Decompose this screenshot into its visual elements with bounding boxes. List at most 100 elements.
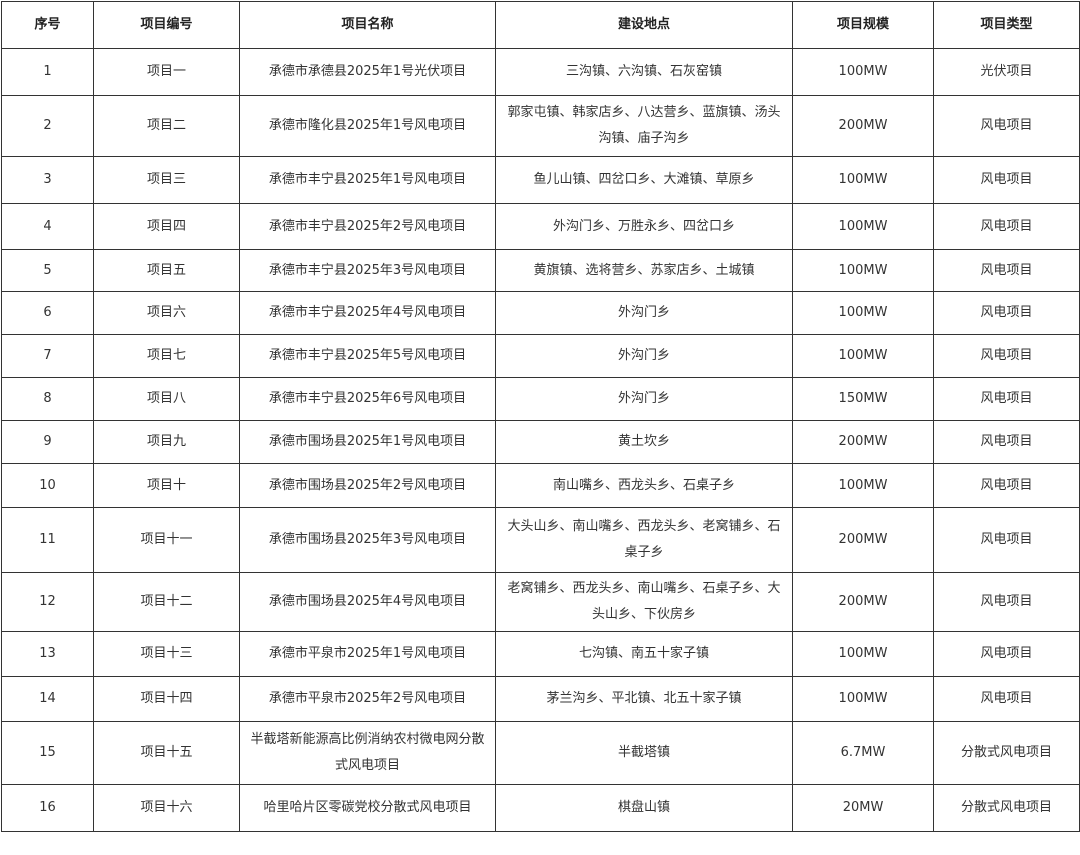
cell-scale: 100MW: [792, 631, 934, 677]
cell-location: 外沟门乡: [495, 377, 793, 421]
cell-project-code: 项目十五: [93, 721, 240, 785]
cell-index: 5: [1, 249, 94, 292]
cell-project-code: 项目十三: [93, 631, 240, 677]
cell-project-code: 项目六: [93, 291, 240, 335]
cell-project-code: 项目十六: [93, 784, 240, 832]
table-header-row: 序号 项目编号 项目名称 建设地点 项目规模 项目类型: [1, 1, 1080, 49]
cell-index: 8: [1, 377, 94, 421]
cell-location: 七沟镇、南五十家子镇: [495, 631, 793, 677]
cell-index: 1: [1, 48, 94, 96]
cell-project-name: 承德市围场县2025年4号风电项目: [239, 572, 496, 632]
header-index: 序号: [1, 1, 94, 49]
cell-type: 风电项目: [933, 156, 1080, 204]
cell-location: 外沟门乡: [495, 334, 793, 378]
cell-type: 风电项目: [933, 676, 1080, 722]
cell-scale: 6.7MW: [792, 721, 934, 785]
cell-scale: 100MW: [792, 203, 934, 250]
cell-project-name: 承德市隆化县2025年1号风电项目: [239, 95, 496, 157]
table-row: 12 项目十二 承德市围场县2025年4号风电项目 老窝铺乡、西龙头乡、南山嘴乡、石桌…: [1, 572, 1080, 632]
cell-project-code: 项目二: [93, 95, 240, 157]
cell-location: 南山嘴乡、西龙头乡、石桌子乡: [495, 463, 793, 508]
cell-scale: 20MW: [792, 784, 934, 832]
cell-location: 外沟门乡: [495, 291, 793, 335]
cell-scale: 100MW: [792, 291, 934, 335]
cell-location: 半截塔镇: [495, 721, 793, 785]
cell-project-name: 承德市承德县2025年1号光伏项目: [239, 48, 496, 96]
cell-type: 分散式风电项目: [933, 784, 1080, 832]
cell-project-name: 承德市围场县2025年3号风电项目: [239, 507, 496, 573]
cell-scale: 200MW: [792, 572, 934, 632]
cell-index: 7: [1, 334, 94, 378]
table-row: 5 项目五 承德市丰宁县2025年3号风电项目 黄旗镇、选将营乡、苏家店乡、土城镇 10…: [1, 249, 1080, 292]
cell-type: 光伏项目: [933, 48, 1080, 96]
cell-project-name: 承德市丰宁县2025年4号风电项目: [239, 291, 496, 335]
cell-project-name: 承德市平泉市2025年1号风电项目: [239, 631, 496, 677]
table-row: 14 项目十四 承德市平泉市2025年2号风电项目 茅兰沟乡、平北镇、北五十家子镇 10…: [1, 676, 1080, 722]
cell-type: 风电项目: [933, 463, 1080, 508]
cell-location: 三沟镇、六沟镇、石灰窑镇: [495, 48, 793, 96]
cell-project-code: 项目八: [93, 377, 240, 421]
table-row: 3 项目三 承德市丰宁县2025年1号风电项目 鱼儿山镇、四岔口乡、大滩镇、草原乡 10…: [1, 156, 1080, 204]
cell-index: 15: [1, 721, 94, 785]
cell-type: 风电项目: [933, 507, 1080, 573]
table-row: 13 项目十三 承德市平泉市2025年1号风电项目 七沟镇、南五十家子镇 100MW 风电…: [1, 631, 1080, 677]
cell-type: 风电项目: [933, 95, 1080, 157]
cell-project-name: 承德市丰宁县2025年3号风电项目: [239, 249, 496, 292]
cell-project-code: 项目九: [93, 420, 240, 464]
table-row: 2 项目二 承德市隆化县2025年1号风电项目 郭家屯镇、韩家店乡、八达营乡、蓝旗镇、…: [1, 95, 1080, 157]
table-row: 8 项目八 承德市丰宁县2025年6号风电项目 外沟门乡 150MW 风电项目: [1, 377, 1080, 421]
cell-project-code: 项目十二: [93, 572, 240, 632]
cell-index: 16: [1, 784, 94, 832]
cell-scale: 100MW: [792, 334, 934, 378]
cell-index: 12: [1, 572, 94, 632]
cell-type: 风电项目: [933, 377, 1080, 421]
cell-project-code: 项目五: [93, 249, 240, 292]
cell-scale: 200MW: [792, 420, 934, 464]
table-row: 1 项目一 承德市承德县2025年1号光伏项目 三沟镇、六沟镇、石灰窑镇 100MW 光伏…: [1, 48, 1080, 96]
cell-scale: 100MW: [792, 48, 934, 96]
header-location: 建设地点: [495, 1, 793, 49]
cell-location: 郭家屯镇、韩家店乡、八达营乡、蓝旗镇、汤头沟镇、庙子沟乡: [495, 95, 793, 157]
header-project-name: 项目名称: [239, 1, 496, 49]
header-scale: 项目规模: [792, 1, 934, 49]
table-row: 15 项目十五 半截塔新能源高比例消纳农村微电网分散式风电项目 半截塔镇 6.7MW 分散…: [1, 721, 1080, 785]
cell-project-code: 项目十一: [93, 507, 240, 573]
cell-scale: 200MW: [792, 507, 934, 573]
cell-location: 黄旗镇、选将营乡、苏家店乡、土城镇: [495, 249, 793, 292]
cell-index: 13: [1, 631, 94, 677]
cell-project-name: 半截塔新能源高比例消纳农村微电网分散式风电项目: [239, 721, 496, 785]
cell-scale: 200MW: [792, 95, 934, 157]
cell-type: 风电项目: [933, 249, 1080, 292]
cell-project-code: 项目七: [93, 334, 240, 378]
cell-index: 9: [1, 420, 94, 464]
cell-scale: 100MW: [792, 463, 934, 508]
cell-project-name: 承德市丰宁县2025年2号风电项目: [239, 203, 496, 250]
cell-project-code: 项目十: [93, 463, 240, 508]
cell-scale: 100MW: [792, 676, 934, 722]
table-row: 16 项目十六 哈里哈片区零碳党校分散式风电项目 棋盘山镇 20MW 分散式风电项目: [1, 784, 1080, 832]
cell-project-name: 哈里哈片区零碳党校分散式风电项目: [239, 784, 496, 832]
cell-type: 风电项目: [933, 334, 1080, 378]
header-type: 项目类型: [933, 1, 1080, 49]
cell-location: 鱼儿山镇、四岔口乡、大滩镇、草原乡: [495, 156, 793, 204]
cell-location: 老窝铺乡、西龙头乡、南山嘴乡、石桌子乡、大头山乡、下伙房乡: [495, 572, 793, 632]
cell-index: 2: [1, 95, 94, 157]
cell-scale: 100MW: [792, 156, 934, 204]
cell-location: 外沟门乡、万胜永乡、四岔口乡: [495, 203, 793, 250]
cell-project-name: 承德市平泉市2025年2号风电项目: [239, 676, 496, 722]
table-row: 6 项目六 承德市丰宁县2025年4号风电项目 外沟门乡 100MW 风电项目: [1, 291, 1080, 335]
cell-project-code: 项目十四: [93, 676, 240, 722]
table-row: 4 项目四 承德市丰宁县2025年2号风电项目 外沟门乡、万胜永乡、四岔口乡 100MW…: [1, 203, 1080, 250]
cell-scale: 150MW: [792, 377, 934, 421]
cell-type: 分散式风电项目: [933, 721, 1080, 785]
cell-index: 4: [1, 203, 94, 250]
cell-project-name: 承德市丰宁县2025年5号风电项目: [239, 334, 496, 378]
cell-index: 3: [1, 156, 94, 204]
cell-location: 大头山乡、南山嘴乡、西龙头乡、老窝铺乡、石桌子乡: [495, 507, 793, 573]
project-table: 序号 项目编号 项目名称 建设地点 项目规模 项目类型 1 项目一 承德市承德县20…: [1, 1, 1080, 832]
cell-type: 风电项目: [933, 420, 1080, 464]
table-row: 11 项目十一 承德市围场县2025年3号风电项目 大头山乡、南山嘴乡、西龙头乡、老窝…: [1, 507, 1080, 573]
cell-project-name: 承德市围场县2025年2号风电项目: [239, 463, 496, 508]
cell-index: 14: [1, 676, 94, 722]
table-row: 9 项目九 承德市围场县2025年1号风电项目 黄土坎乡 200MW 风电项目: [1, 420, 1080, 464]
